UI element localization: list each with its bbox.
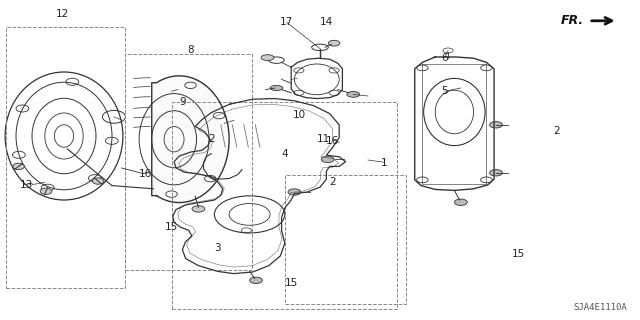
Text: 15: 15 [165,222,178,232]
Ellipse shape [192,206,205,212]
Text: 14: 14 [320,17,333,28]
Text: 13: 13 [20,180,33,190]
Text: 16: 16 [140,169,152,180]
Text: 5: 5 [442,86,448,96]
Text: 6: 6 [442,52,448,63]
Ellipse shape [490,170,502,176]
Bar [285,175,406,304]
Text: 16: 16 [326,136,339,146]
Text: 17: 17 [280,17,293,28]
Text: 3: 3 [214,243,221,253]
Text: 12: 12 [56,9,69,20]
Ellipse shape [40,188,52,195]
Polygon shape [152,76,229,203]
Ellipse shape [92,178,104,184]
Text: 10: 10 [293,110,306,120]
Bar [172,102,397,309]
Text: 4: 4 [282,148,288,159]
Ellipse shape [321,156,334,163]
Ellipse shape [454,199,467,205]
Text: 15: 15 [512,249,525,260]
Text: 11: 11 [317,134,330,144]
Text: 15: 15 [285,278,298,288]
Ellipse shape [347,92,360,97]
Ellipse shape [490,122,502,128]
Ellipse shape [270,85,283,91]
Bar [125,54,252,270]
Ellipse shape [250,277,262,284]
Text: FR.: FR. [561,14,584,27]
Text: 8: 8 [188,44,194,55]
Text: 1: 1 [381,158,387,168]
Ellipse shape [288,189,301,195]
Text: 2: 2 [554,126,560,136]
Text: 2: 2 [208,134,214,144]
Text: 9: 9 [179,97,186,108]
Ellipse shape [261,55,274,60]
Text: 2: 2 [330,177,336,188]
Ellipse shape [13,163,24,170]
Text: SJA4E1110A: SJA4E1110A [573,303,627,312]
Bar [6,27,125,288]
Ellipse shape [328,40,340,46]
